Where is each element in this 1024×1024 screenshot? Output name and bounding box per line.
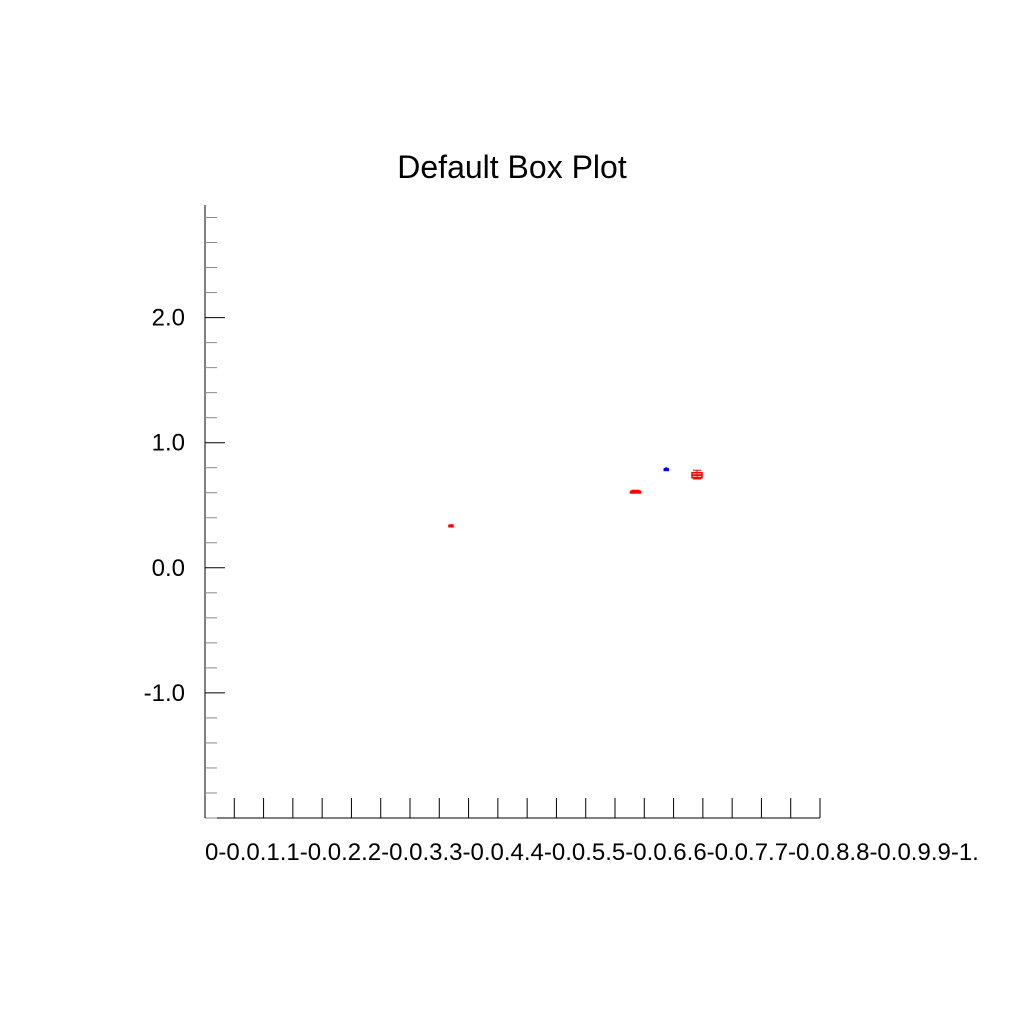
- y-tick-label: 0.0: [152, 555, 185, 582]
- y-tick-label: -1.0: [144, 680, 185, 707]
- y-tick-label: 2.0: [152, 305, 185, 332]
- boxes: [448, 467, 703, 528]
- y-tick-label: 1.0: [152, 430, 185, 457]
- chart-title: Default Box Plot: [397, 149, 627, 185]
- box-0.6-0.7: [629, 489, 642, 494]
- box-0.7-0.8: [663, 467, 669, 472]
- box-0.8-0.9: [691, 469, 703, 480]
- x-tick-labels: 0-0.0.1.1-0.0.2.2-0.0.3.3-0.0.4.4-0.0.5.…: [205, 839, 979, 866]
- box-0.3-0.4: [448, 524, 454, 528]
- axes: -1.0 0.0 1.0 2.0: [144, 205, 821, 819]
